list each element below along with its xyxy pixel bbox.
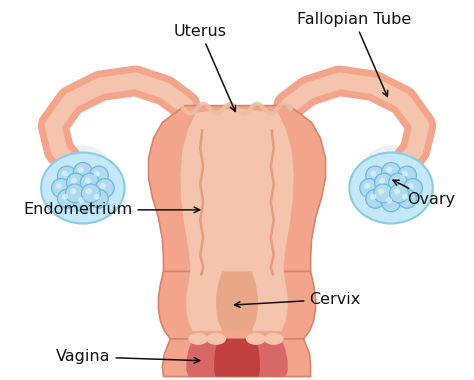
Circle shape — [366, 166, 384, 185]
Circle shape — [389, 173, 408, 192]
Polygon shape — [214, 339, 260, 377]
Circle shape — [62, 194, 68, 200]
Ellipse shape — [264, 333, 284, 345]
Polygon shape — [180, 109, 294, 274]
Circle shape — [82, 184, 100, 203]
Circle shape — [382, 163, 401, 181]
Polygon shape — [186, 271, 288, 331]
Text: Fallopian Tube: Fallopian Tube — [297, 12, 411, 97]
Circle shape — [386, 167, 392, 173]
Circle shape — [73, 193, 92, 212]
Text: Ovary: Ovary — [393, 180, 455, 207]
Circle shape — [52, 179, 71, 198]
Circle shape — [70, 188, 76, 194]
Polygon shape — [148, 106, 326, 377]
Circle shape — [71, 178, 77, 184]
Circle shape — [366, 189, 384, 208]
Circle shape — [90, 189, 108, 208]
Circle shape — [78, 167, 84, 173]
Circle shape — [95, 179, 114, 198]
Circle shape — [360, 179, 379, 198]
Circle shape — [57, 189, 76, 208]
Polygon shape — [216, 271, 258, 331]
Circle shape — [386, 197, 392, 203]
Polygon shape — [163, 339, 310, 377]
Text: Endometrium: Endometrium — [23, 203, 200, 217]
Circle shape — [370, 194, 376, 200]
Circle shape — [86, 188, 92, 194]
Text: Vagina: Vagina — [56, 349, 200, 364]
Circle shape — [402, 194, 408, 200]
Ellipse shape — [188, 333, 208, 345]
Circle shape — [374, 184, 392, 203]
Circle shape — [398, 166, 417, 185]
Circle shape — [364, 183, 370, 189]
Text: Cervix: Cervix — [235, 292, 361, 307]
Ellipse shape — [41, 153, 125, 223]
Circle shape — [94, 171, 100, 176]
Circle shape — [374, 173, 393, 192]
Circle shape — [100, 183, 106, 189]
Ellipse shape — [246, 333, 266, 345]
Ellipse shape — [206, 333, 226, 345]
Ellipse shape — [349, 153, 433, 223]
Circle shape — [85, 178, 91, 184]
Circle shape — [62, 171, 68, 176]
Circle shape — [370, 171, 376, 176]
Circle shape — [94, 194, 100, 200]
Polygon shape — [158, 271, 316, 339]
Circle shape — [403, 179, 422, 198]
Circle shape — [56, 183, 62, 189]
Text: Uterus: Uterus — [173, 24, 236, 111]
Circle shape — [390, 184, 409, 203]
Circle shape — [66, 173, 85, 192]
Circle shape — [394, 188, 400, 194]
Circle shape — [408, 183, 414, 189]
Circle shape — [65, 184, 84, 203]
Circle shape — [81, 173, 100, 192]
Polygon shape — [186, 339, 288, 377]
Circle shape — [57, 166, 76, 185]
Circle shape — [78, 197, 84, 203]
Circle shape — [398, 189, 417, 208]
Circle shape — [378, 188, 384, 194]
Circle shape — [379, 178, 385, 184]
Circle shape — [382, 193, 401, 212]
Ellipse shape — [48, 145, 118, 225]
Ellipse shape — [356, 145, 426, 225]
Circle shape — [402, 171, 408, 176]
Circle shape — [73, 163, 92, 181]
Circle shape — [393, 178, 399, 184]
Circle shape — [90, 166, 108, 185]
